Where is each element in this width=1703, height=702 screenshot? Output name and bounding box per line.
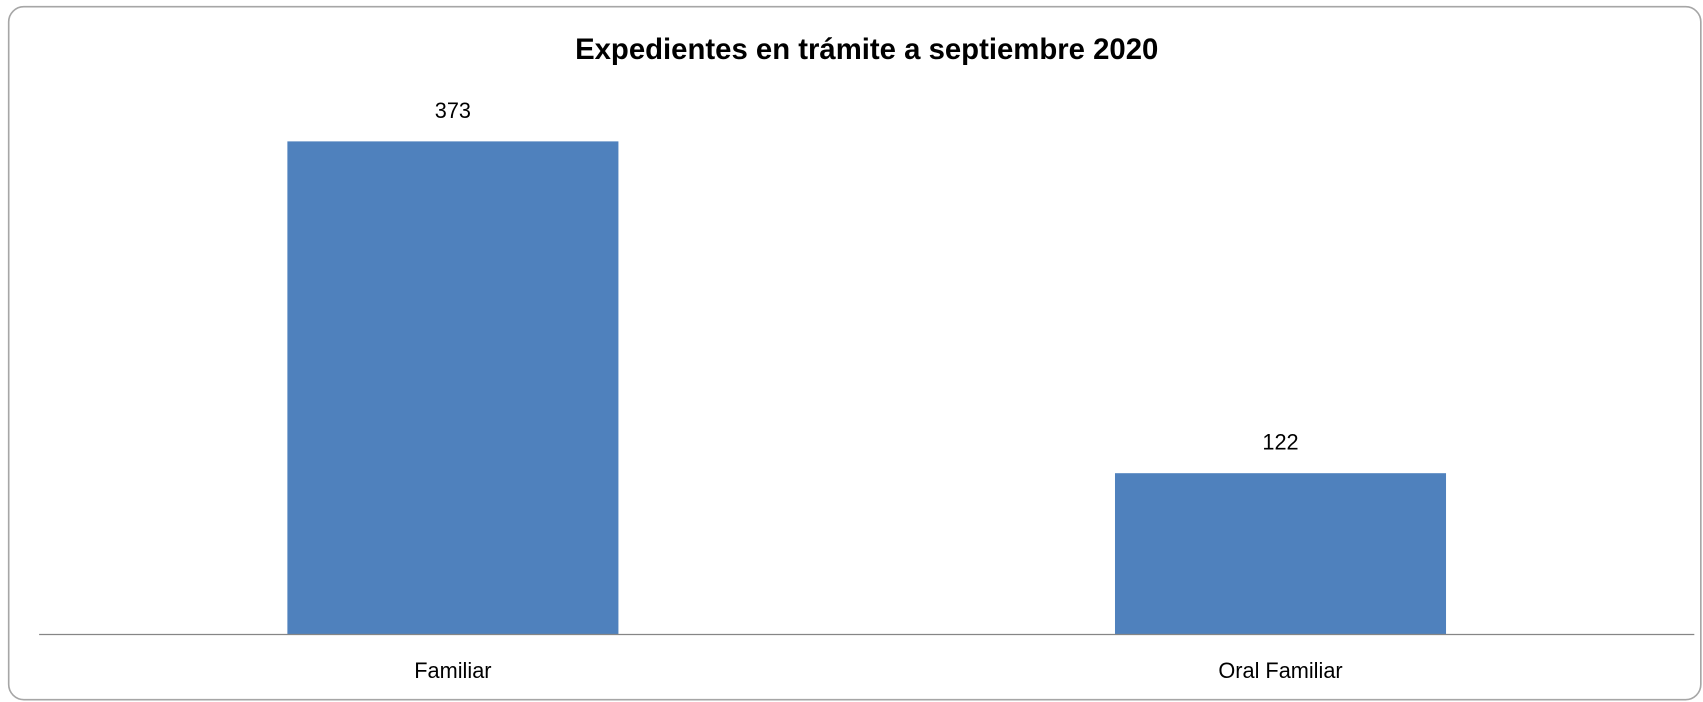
x-tick-label: Familiar — [414, 658, 491, 683]
x-tick-label: Oral Familiar — [1218, 658, 1342, 683]
chart-border — [7, 5, 1702, 701]
bar — [287, 141, 619, 635]
bar — [1114, 473, 1447, 635]
data-label: 122 — [1262, 430, 1298, 455]
chart-title: Expedientes en trámite a septiembre 2020 — [575, 33, 1158, 66]
data-label: 373 — [435, 98, 471, 123]
